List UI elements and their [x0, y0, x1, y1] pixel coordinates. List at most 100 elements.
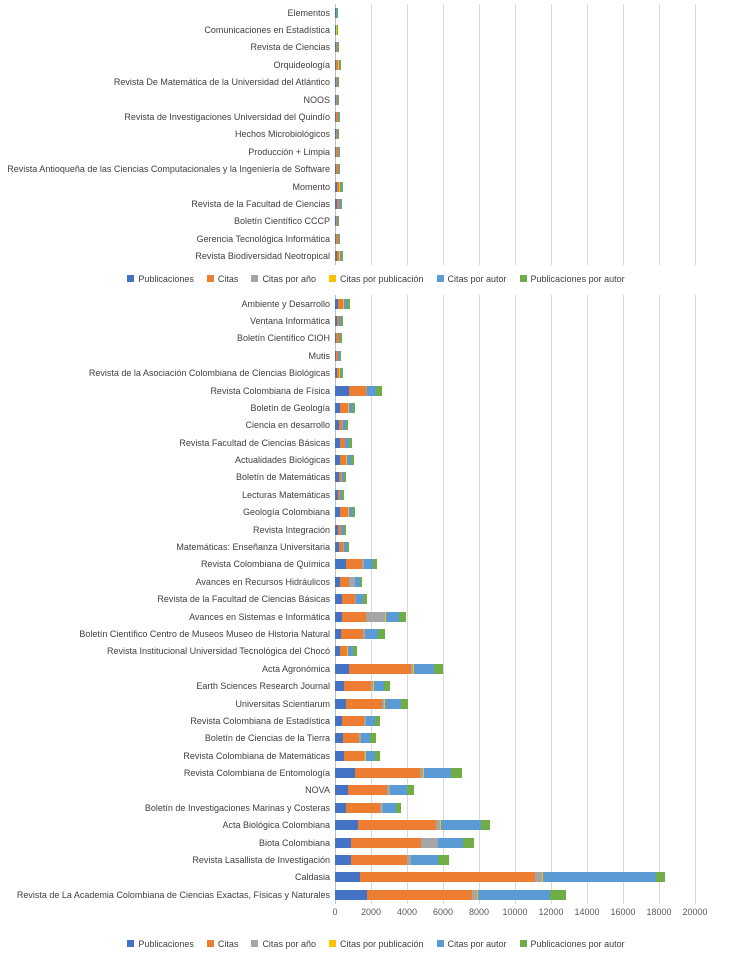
bar-segment-publicaciones-por-autor	[338, 129, 340, 140]
bar-segment-citas	[335, 25, 337, 36]
x-tick-label: 4000	[396, 906, 418, 917]
category-label: Revista Biodiversidad Neotropical	[195, 251, 330, 262]
bar-segment-publicaciones	[335, 715, 343, 726]
bar-segment-citas-por-a-o	[410, 663, 414, 674]
bar-segment-citas-por-autor	[542, 872, 657, 883]
bar-segment-publicaciones	[335, 437, 340, 448]
category-label: Gerencia Tecnológica Informática	[196, 233, 330, 244]
legend-swatch	[328, 940, 336, 948]
bar-segment-citas-por-a-o	[359, 733, 361, 744]
bar-track	[335, 663, 696, 674]
category-label: Boletín Científico CCCP	[233, 216, 330, 227]
bar-segment-citas-por-publicaci-n	[384, 698, 386, 709]
chart-row: Ventana Informática	[0, 312, 752, 329]
bar-segment-publicaciones-por-autor	[337, 7, 338, 18]
chart-row: Hechos Microbiológicos	[0, 126, 752, 143]
category-label: Revista de la Asociación Colombiana de C…	[88, 368, 330, 379]
bar-segment-citas	[338, 524, 341, 535]
bar-segment-publicaciones	[335, 333, 337, 344]
bar-track	[335, 785, 696, 796]
chart-row: Avances en Recursos Hidráulicos	[0, 573, 752, 590]
bar-segment-citas-por-a-o	[362, 628, 365, 639]
category-label: Hechos Microbiológicos	[234, 129, 330, 140]
bar-track	[335, 524, 696, 535]
category-label: Revista Antioqueña de las Ciencias Compu…	[7, 164, 330, 175]
bar-track	[335, 715, 696, 726]
bar-segment-citas-por-a-o	[471, 889, 478, 900]
category-label: Revista de Ciencias	[250, 42, 330, 53]
bar-track	[335, 7, 696, 18]
category-label: Momento	[292, 181, 330, 192]
bar-segment-publicaciones-por-autor	[401, 698, 409, 709]
bar-track	[335, 576, 696, 587]
bar-segment-citas-por-autor	[338, 233, 340, 244]
bar-segment-citas-por-a-o	[387, 785, 390, 796]
bar-track	[335, 385, 696, 396]
bar-segment-citas-por-autor	[383, 802, 396, 813]
chart-row: Caldasia	[0, 869, 752, 886]
bar-segment-citas	[336, 112, 338, 123]
bar-segment-publicaciones	[335, 681, 344, 692]
bar-track	[335, 611, 696, 622]
bar-segment-publicaciones	[335, 7, 336, 18]
bar-segment-citas-por-a-o	[344, 437, 346, 448]
bar-segment-citas-por-publicaci-n	[440, 820, 441, 831]
bar-segment-publicaciones-por-autor	[433, 663, 443, 674]
legend-item: Citas por año	[251, 274, 316, 284]
bar-segment-publicaciones-por-autor	[395, 802, 402, 813]
bar-segment-citas	[336, 251, 340, 262]
bar-segment-publicaciones	[335, 42, 336, 53]
bar-track	[335, 298, 696, 309]
chart-row: Boletín de Geología	[0, 399, 752, 416]
bar-track	[335, 164, 696, 175]
bar-segment-citas-por-autor	[340, 489, 343, 500]
bar-segment-citas-por-publicaci-n	[423, 768, 424, 779]
bar-segment-publicaciones	[335, 77, 336, 88]
bar-segment-publicaciones	[335, 129, 336, 140]
bar-segment-citas-por-autor	[338, 198, 341, 209]
bar-segment-publicaciones	[335, 576, 340, 587]
gridline	[515, 4, 516, 265]
gridline	[407, 294, 408, 904]
chart-row: Revista Institucional Universidad Tecnol…	[0, 643, 752, 660]
bar-segment-citas	[336, 164, 338, 175]
bar-segment-citas	[337, 298, 343, 309]
bar-segment-citas-por-a-o	[421, 837, 438, 848]
bar-track	[335, 198, 696, 209]
bar-segment-publicaciones-por-autor	[341, 181, 343, 192]
bar-segment-citas	[335, 94, 338, 105]
bar-segment-publicaciones	[335, 59, 337, 70]
bar-segment-citas-por-autor	[355, 576, 360, 587]
chart-row: Revista Colombiana de Física	[0, 382, 752, 399]
bar-segment-citas-por-a-o	[342, 298, 344, 309]
bar-segment-publicaciones	[335, 385, 350, 396]
category-label: Acta Biológica Colombiana	[222, 820, 330, 831]
gridline	[479, 4, 480, 265]
bar-segment-citas-por-a-o	[381, 698, 385, 709]
bar-segment-citas-por-a-o	[347, 402, 349, 413]
gridline	[407, 4, 408, 265]
bar-segment-citas-por-autor	[342, 420, 346, 431]
legend-label: Publicaciones	[138, 273, 194, 284]
bar-segment-publicaciones-por-autor	[375, 715, 380, 726]
bar-segment-citas	[339, 455, 346, 466]
bar-segment-citas-por-publicaci-n	[389, 785, 391, 796]
bar-track	[335, 837, 696, 848]
bar-segment-publicaciones	[335, 889, 368, 900]
bar-segment-citas-por-autor	[366, 715, 376, 726]
bar-track	[335, 333, 696, 344]
legend-item: Citas	[206, 274, 238, 284]
bar-segment-publicaciones	[335, 112, 337, 123]
gridline	[695, 4, 696, 265]
chart-row: Revista de la Facultad de Ciencias	[0, 195, 752, 212]
bar-segment-publicaciones-por-autor	[450, 768, 462, 779]
bar-track	[335, 559, 696, 570]
legend-label: Publicaciones por autor	[530, 938, 625, 949]
bar-segment-publicaciones-por-autor	[340, 333, 342, 344]
category-label: Mutis	[308, 350, 330, 361]
bar-segment-citas-por-autor	[356, 594, 364, 605]
bar-segment-citas	[360, 872, 535, 883]
x-tick-label: 16000	[610, 906, 636, 917]
chart-row: Earth Sciences Research Journal	[0, 677, 752, 694]
legend-swatch	[127, 275, 135, 283]
